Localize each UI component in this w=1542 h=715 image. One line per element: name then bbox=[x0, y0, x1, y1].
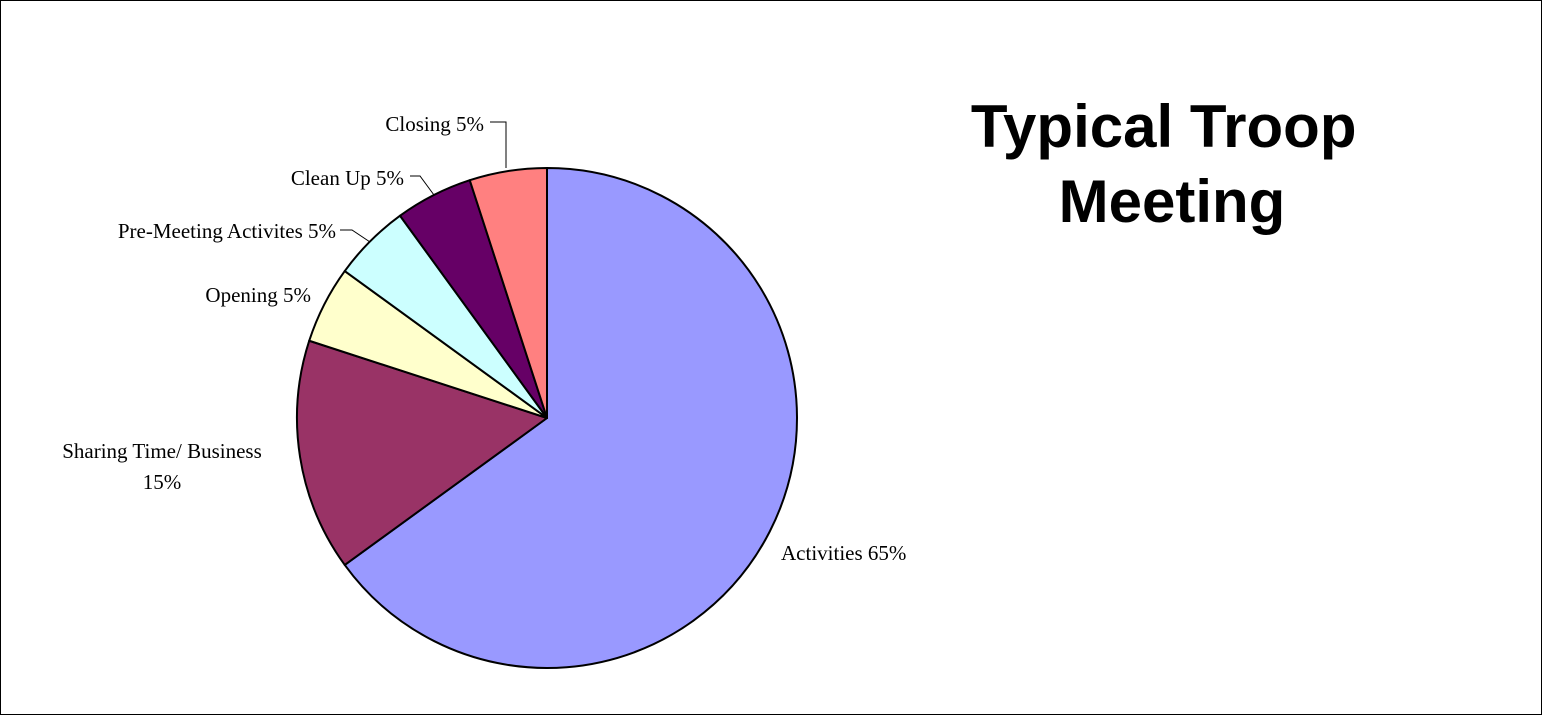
pie-slice-closing bbox=[468, 167, 548, 419]
slice-label-percent: 15% bbox=[143, 470, 182, 494]
leader-lines bbox=[340, 121, 507, 243]
leader-line bbox=[410, 175, 435, 196]
slice-label: Activities 65% bbox=[781, 541, 906, 565]
leader-line bbox=[490, 121, 507, 168]
slice-labels: Activities 65% Sharing Time/ Business 15% O… bbox=[62, 112, 906, 565]
chart-title-line-1: Typical Troop bbox=[971, 93, 1357, 160]
pie-slice-activities bbox=[343, 167, 799, 669]
slice-label-name: Sharing Time/ Business bbox=[62, 439, 262, 463]
slice-label: Closing 5% bbox=[385, 112, 484, 136]
slice-label: Clean Up 5% bbox=[291, 166, 404, 190]
slice-label: Sharing Time/ Business 15% bbox=[62, 439, 262, 494]
leader-line bbox=[340, 229, 371, 243]
pie-slice-sharing-time-business bbox=[296, 339, 548, 566]
slice-label: Opening 5% bbox=[205, 283, 311, 307]
pie-slices bbox=[296, 167, 799, 669]
chart-title: Typical Troop Meeting bbox=[971, 93, 1373, 235]
chart-title-line-2: Meeting bbox=[1059, 168, 1286, 235]
slice-label: Pre-Meeting Activites 5% bbox=[118, 219, 336, 243]
